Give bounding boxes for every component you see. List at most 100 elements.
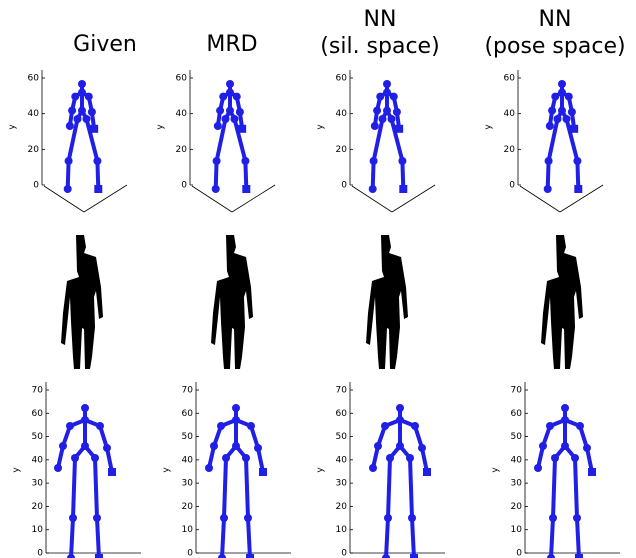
joint — [91, 454, 99, 462]
column-title: NN — [364, 7, 397, 32]
y-tick-label: 0 — [516, 549, 522, 558]
bone — [370, 159, 376, 191]
joint — [63, 185, 72, 193]
joint — [226, 88, 234, 97]
y-tick-label: 50 — [32, 432, 44, 442]
bone — [408, 456, 414, 520]
joint — [576, 422, 584, 430]
joint — [81, 442, 89, 450]
bone — [400, 159, 406, 191]
y-tick-label: 50 — [511, 432, 523, 442]
joint — [574, 185, 583, 193]
joint — [232, 442, 240, 450]
joint — [562, 115, 571, 123]
joint — [383, 88, 391, 97]
joint — [211, 185, 220, 193]
y-tick-label: 60 — [336, 409, 348, 419]
joint — [93, 514, 101, 522]
y-tick-label: 40 — [28, 109, 40, 119]
bone — [232, 117, 248, 163]
joint — [561, 404, 569, 412]
y-tick-label: 0 — [509, 181, 515, 191]
joint — [553, 115, 562, 123]
joint — [213, 122, 222, 130]
y-tick-label: 40 — [336, 109, 348, 119]
joint — [68, 106, 77, 115]
y-tick-label: 0 — [37, 549, 43, 558]
bone — [575, 516, 581, 558]
joint — [376, 92, 385, 101]
joint — [374, 442, 382, 450]
y-tick-label: 20 — [182, 502, 194, 512]
bone — [66, 117, 80, 163]
y-tick-label: 60 — [336, 74, 348, 84]
joint — [81, 404, 89, 412]
joint — [71, 454, 79, 462]
joint — [369, 464, 377, 472]
bone — [546, 117, 560, 163]
joint — [406, 454, 414, 462]
bone — [244, 456, 250, 520]
joint — [259, 468, 267, 476]
y-tick-label: 0 — [181, 181, 187, 191]
joint — [95, 554, 103, 558]
axis-label: y — [12, 467, 22, 473]
joint — [54, 464, 62, 472]
joint — [59, 442, 67, 450]
joint — [418, 444, 426, 452]
y-tick-label: 0 — [341, 549, 347, 558]
y-tick-label: 10 — [511, 525, 523, 535]
joint — [546, 422, 554, 430]
y-tick-label: 60 — [182, 409, 194, 419]
bone — [243, 159, 249, 191]
joint — [230, 115, 239, 123]
joint — [539, 442, 547, 450]
joint — [78, 80, 86, 88]
joint — [90, 124, 99, 133]
joint — [384, 514, 392, 522]
bone — [95, 516, 101, 558]
joint — [216, 106, 225, 115]
joint — [94, 185, 103, 193]
y-tick-label: 40 — [336, 455, 348, 465]
joint — [65, 122, 74, 130]
joint — [544, 157, 553, 165]
floor — [231, 184, 276, 213]
joint — [387, 115, 396, 123]
bone — [549, 516, 555, 558]
joint — [564, 92, 573, 101]
joint — [389, 92, 398, 101]
y-tick-label: 0 — [187, 549, 193, 558]
joint — [254, 444, 262, 452]
y-tick-label: 10 — [336, 525, 348, 535]
joint — [573, 514, 581, 522]
joint — [551, 454, 559, 462]
joint — [64, 157, 73, 165]
axis-label: y — [316, 467, 326, 473]
joint — [548, 106, 557, 115]
joint — [382, 554, 390, 558]
bone — [575, 159, 581, 191]
silhouette — [541, 235, 583, 369]
floor — [351, 185, 393, 213]
joint — [381, 422, 389, 430]
floor — [391, 184, 436, 213]
joint — [232, 404, 240, 412]
bone — [222, 456, 228, 520]
y-tick-label: 0 — [33, 181, 39, 191]
joint — [232, 416, 240, 424]
bone — [386, 456, 392, 520]
axis-label: y — [8, 124, 18, 130]
y-tick-label: 40 — [32, 455, 44, 465]
y-tick-label: 40 — [176, 109, 188, 119]
joint — [218, 554, 226, 558]
y-tick-label: 70 — [336, 386, 348, 396]
joint — [67, 554, 75, 558]
joint — [71, 92, 80, 101]
y-tick-label: 40 — [182, 455, 194, 465]
joint — [246, 554, 254, 558]
joint — [383, 106, 391, 115]
bone — [371, 117, 385, 163]
joint — [396, 442, 404, 450]
joint — [96, 422, 104, 430]
